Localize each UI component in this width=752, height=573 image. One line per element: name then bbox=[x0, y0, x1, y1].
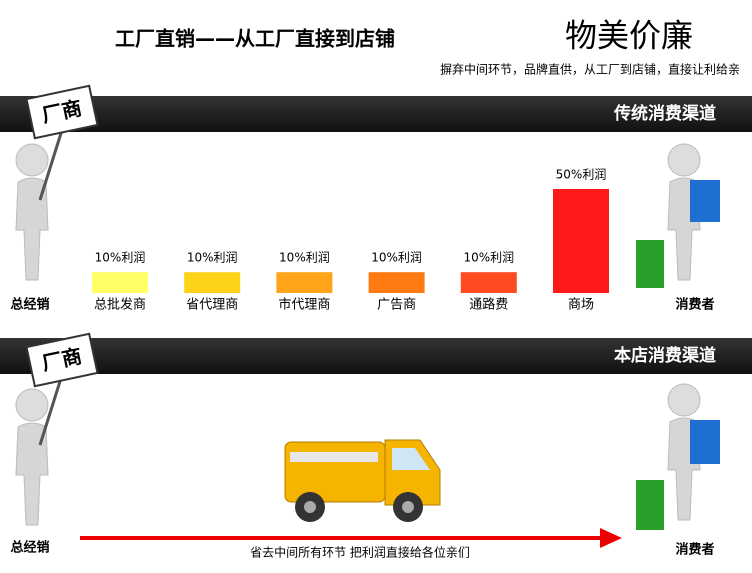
bag bbox=[690, 180, 720, 222]
value-label: 10%利润 bbox=[371, 251, 422, 265]
category-label: 广告商 bbox=[377, 298, 416, 313]
section-band bbox=[0, 338, 752, 374]
sign bbox=[25, 84, 99, 140]
arrow-head bbox=[600, 528, 622, 548]
header-subtitle: 摒弃中间环节，品牌直供，从工厂到店铺，直接让利给亲 bbox=[440, 62, 740, 77]
value-label: 10%利润 bbox=[463, 251, 514, 265]
header-title: 工厂直销——从工厂直接到店铺 bbox=[115, 27, 395, 51]
bar bbox=[184, 272, 241, 293]
header-brand: 物美价廉 bbox=[565, 17, 693, 55]
truck bbox=[284, 439, 441, 522]
end-label: 消费者 bbox=[675, 297, 714, 313]
category-label: 商场 bbox=[568, 298, 594, 313]
category-label: 总批发商 bbox=[94, 297, 146, 313]
sign-pole bbox=[38, 129, 64, 201]
section-title: 本店消费渠道 bbox=[614, 345, 716, 366]
category-label: 省代理商 bbox=[186, 298, 238, 313]
bag bbox=[690, 420, 720, 464]
start-label: 总经销 bbox=[10, 297, 49, 313]
bar bbox=[276, 272, 333, 293]
value-label: 10%利润 bbox=[187, 251, 238, 265]
category-label: 市代理商 bbox=[278, 297, 330, 313]
bag bbox=[636, 240, 664, 288]
section-band bbox=[0, 96, 752, 132]
section-title: 传统消费渠道 bbox=[613, 103, 716, 124]
sign-pole bbox=[38, 374, 64, 446]
arrow-text: 省去中间所有环节 把利润直接给各位亲们 bbox=[250, 545, 470, 560]
maker-figure bbox=[15, 388, 49, 526]
end-label: 消费者 bbox=[675, 542, 714, 558]
sign bbox=[25, 332, 99, 388]
maker-figure bbox=[15, 143, 49, 281]
bar bbox=[460, 272, 517, 293]
start-label: 总经销 bbox=[10, 540, 49, 556]
value-label: 10%利润 bbox=[279, 251, 330, 265]
bar bbox=[553, 189, 609, 293]
value-label: 50%利润 bbox=[556, 168, 607, 182]
bar bbox=[368, 272, 425, 293]
value-label: 10%利润 bbox=[95, 251, 146, 265]
bar bbox=[92, 272, 148, 293]
category-label: 通路费 bbox=[469, 297, 508, 313]
bag bbox=[636, 480, 664, 530]
